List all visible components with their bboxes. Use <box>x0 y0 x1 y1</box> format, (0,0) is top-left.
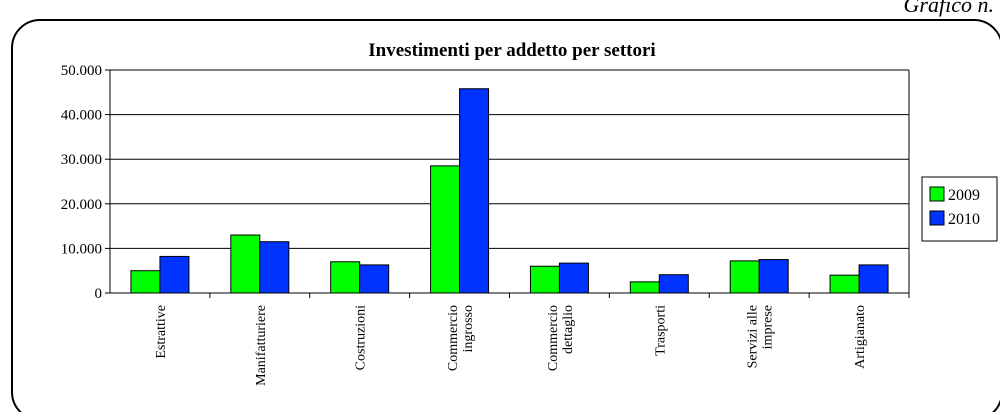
legend-label-2010: 2010 <box>948 211 980 228</box>
x-tick-label: Commercio <box>546 305 561 371</box>
x-tick-label: Costruzioni <box>354 305 369 370</box>
bar-2009-5 <box>629 281 660 294</box>
bar-2010-3 <box>459 88 490 294</box>
x-tick-label: ingrosso <box>461 305 476 352</box>
bar-2009-7 <box>829 274 860 294</box>
legend-label-2009: 2009 <box>948 187 980 204</box>
y-tick-label: 10.000 <box>61 241 102 257</box>
bar-2010-0 <box>159 255 190 294</box>
bar-2010-4 <box>558 262 589 294</box>
bar-2009-4 <box>529 265 560 294</box>
x-tick-label: dettaglio <box>561 305 576 354</box>
bar-2010-2 <box>359 264 390 294</box>
chart-title: Investimenti per addetto per settori <box>368 40 655 61</box>
y-tick-label: 40.000 <box>61 108 102 124</box>
x-tick-label: imprese <box>761 305 776 349</box>
bar-2009-1 <box>230 234 261 294</box>
legend-swatch-2009 <box>929 186 945 202</box>
legend-swatch-2010 <box>929 210 945 226</box>
y-tick-label: 30.000 <box>61 152 102 168</box>
bar-2010-7 <box>858 264 889 294</box>
x-tick-label: Artigianato <box>853 305 868 369</box>
bar-2009-0 <box>130 270 161 294</box>
x-tick-label: Commercio <box>446 305 461 371</box>
bar-2009-2 <box>330 261 361 294</box>
plot-area <box>110 70 909 293</box>
bar-2010-6 <box>758 259 789 294</box>
bar-2010-5 <box>658 274 689 294</box>
y-tick-label: 50.000 <box>61 63 102 79</box>
page-header-text: Grafico n. <box>903 0 994 17</box>
x-tick-label: Servizi alle <box>746 305 761 368</box>
bar-2010-1 <box>259 241 290 294</box>
bar-2009-6 <box>729 260 760 294</box>
x-tick-label: Trasporti <box>653 305 668 356</box>
y-tick-label: 0 <box>95 286 103 302</box>
x-tick-label: Estrattive <box>154 305 169 359</box>
x-tick-label: Manifatturiere <box>254 305 269 386</box>
y-tick-label: 20.000 <box>61 197 102 213</box>
bar-2009-3 <box>430 165 461 294</box>
